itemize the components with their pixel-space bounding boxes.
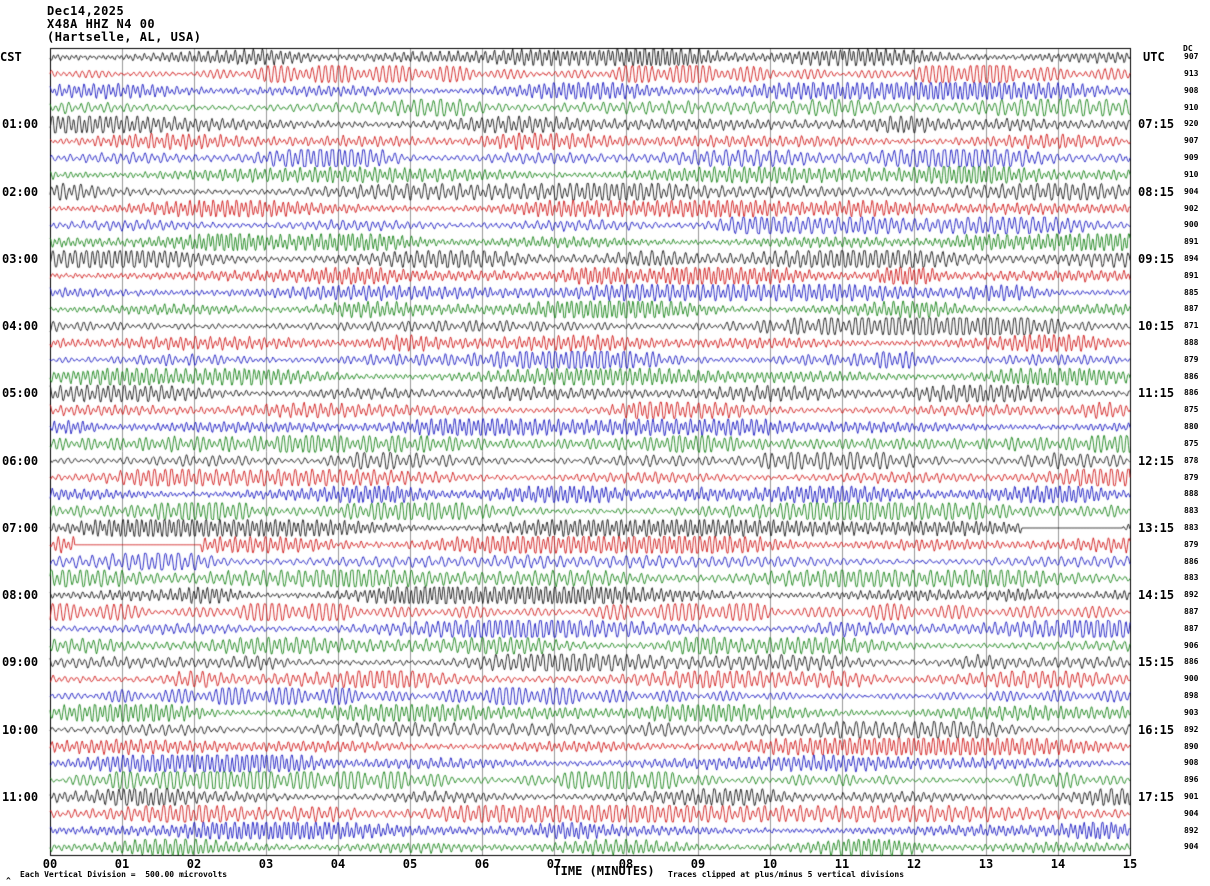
cst-hour-label: 04:00 <box>2 319 39 334</box>
dc-offset-value: 883 <box>1184 522 1199 532</box>
dc-offset-value: 891 <box>1184 270 1199 280</box>
dc-offset-value: 888 <box>1184 338 1199 348</box>
header-date: Dec14,2025 <box>47 4 125 18</box>
dc-offset-value: 879 <box>1184 539 1199 549</box>
dc-offset-value: 886 <box>1184 556 1199 566</box>
x-axis-label: TIME (MINUTES) <box>553 864 655 878</box>
x-axis-tick: 09 <box>690 857 706 871</box>
dc-offset-value: 875 <box>1184 405 1199 415</box>
dc-offset-value: 883 <box>1184 573 1199 583</box>
dc-offset-value: 888 <box>1184 489 1199 499</box>
dc-offset-value: 907 <box>1184 136 1199 146</box>
dc-offset-value: 878 <box>1184 455 1199 465</box>
cst-hour-label: 11:00 <box>2 789 39 804</box>
x-axis-tick: 05 <box>402 857 418 871</box>
dc-offset-value: 886 <box>1184 388 1199 398</box>
dc-offset-value: 901 <box>1184 791 1199 801</box>
cst-hour-label: 08:00 <box>2 588 39 603</box>
dc-offset-value: 908 <box>1184 758 1199 768</box>
x-axis-tick: 15 <box>1122 857 1138 871</box>
dc-offset-value: 920 <box>1184 119 1199 129</box>
dc-offset-value: 907 <box>1184 52 1199 62</box>
dc-offset-value: 886 <box>1184 657 1199 667</box>
dc-offset-value: 879 <box>1184 354 1199 364</box>
dc-offset-value: 883 <box>1184 506 1199 516</box>
utc-hour-label: 11:15 <box>1138 386 1175 401</box>
utc-hour-label: 13:15 <box>1138 520 1175 535</box>
x-axis-tick: 13 <box>978 857 994 871</box>
dc-offset-value: 885 <box>1184 287 1199 297</box>
corner-mark: ^ <box>6 876 11 885</box>
x-axis-tick: 10 <box>762 857 778 871</box>
x-axis-tick: 14 <box>1050 857 1066 871</box>
dc-offset-value: 879 <box>1184 472 1199 482</box>
dc-offset-value: 890 <box>1184 741 1199 751</box>
cst-hour-label: 02:00 <box>2 184 39 199</box>
cst-hour-label: 05:00 <box>2 386 39 401</box>
dc-offset-value: 892 <box>1184 724 1199 734</box>
cst-hour-label: 03:00 <box>2 251 39 266</box>
utc-hour-label: 14:15 <box>1138 588 1175 603</box>
dc-offset-value: 910 <box>1184 169 1199 179</box>
dc-offset-value: 913 <box>1184 69 1199 79</box>
utc-hour-label: 12:15 <box>1138 453 1175 468</box>
dc-offset-value: 902 <box>1184 203 1199 213</box>
clip-note: Traces clipped at plus/minus 5 vertical … <box>668 870 905 879</box>
x-axis-tick: 03 <box>258 857 274 871</box>
header-station: X48A HHZ N4 00 <box>47 17 156 31</box>
x-axis-tick: 12 <box>906 857 922 871</box>
dc-offset-value: 903 <box>1184 707 1199 717</box>
x-axis-tick: 11 <box>834 857 850 871</box>
dc-offset-value: 900 <box>1184 674 1199 684</box>
dc-offset-value: 880 <box>1184 422 1199 432</box>
cst-hour-label: 07:00 <box>2 520 39 535</box>
dc-offset-value: 871 <box>1184 321 1199 331</box>
cst-hour-label: 01:00 <box>2 117 39 132</box>
dc-offset-value: 910 <box>1184 102 1199 112</box>
dc-offset-value: 892 <box>1184 590 1199 600</box>
dc-offset-value: 892 <box>1184 825 1199 835</box>
dc-axis-title: DC <box>1183 44 1193 53</box>
utc-hour-label: 10:15 <box>1138 319 1175 334</box>
x-axis-tick: 07 <box>546 857 562 871</box>
utc-hour-label: 07:15 <box>1138 117 1175 132</box>
dc-offset-value: 908 <box>1184 85 1199 95</box>
x-axis-tick: 02 <box>186 857 202 871</box>
dc-offset-value: 909 <box>1184 153 1199 163</box>
header-location: (Hartselle, AL, USA) <box>47 30 202 44</box>
dc-offset-value: 887 <box>1184 623 1199 633</box>
x-axis-tick: 04 <box>330 857 346 871</box>
cst-hour-label: 06:00 <box>2 453 39 468</box>
utc-hour-label: 16:15 <box>1138 722 1175 737</box>
dc-offset-value: 904 <box>1184 842 1199 852</box>
dc-offset-value: 898 <box>1184 691 1199 701</box>
utc-hour-label: 09:15 <box>1138 251 1175 266</box>
x-axis-tick: 00 <box>42 857 58 871</box>
dc-offset-value: 886 <box>1184 371 1199 381</box>
dc-offset-value: 904 <box>1184 186 1199 196</box>
x-axis-tick: 08 <box>618 857 634 871</box>
dc-offset-value: 891 <box>1184 237 1199 247</box>
scale-note: Each Vertical Division = 500.00 microvol… <box>20 870 228 879</box>
utc-hour-label: 17:15 <box>1138 789 1175 804</box>
utc-hour-label: 15:15 <box>1138 655 1175 670</box>
utc-hour-label: 08:15 <box>1138 184 1175 199</box>
dc-offset-value: 896 <box>1184 775 1199 785</box>
dc-offset-value: 894 <box>1184 253 1199 263</box>
x-axis-tick: 01 <box>114 857 130 871</box>
right-axis-title: UTC <box>1143 50 1165 64</box>
dc-offset-value: 887 <box>1184 607 1199 617</box>
dc-offset-value: 887 <box>1184 304 1199 314</box>
cst-hour-label: 10:00 <box>2 722 39 737</box>
cst-hour-label: 09:00 <box>2 655 39 670</box>
dc-offset-value: 875 <box>1184 438 1199 448</box>
dc-offset-value: 904 <box>1184 808 1199 818</box>
dc-offset-value: 906 <box>1184 640 1199 650</box>
dc-offset-value: 900 <box>1184 220 1199 230</box>
left-axis-title: CST <box>0 50 22 64</box>
x-axis-tick: 06 <box>474 857 490 871</box>
